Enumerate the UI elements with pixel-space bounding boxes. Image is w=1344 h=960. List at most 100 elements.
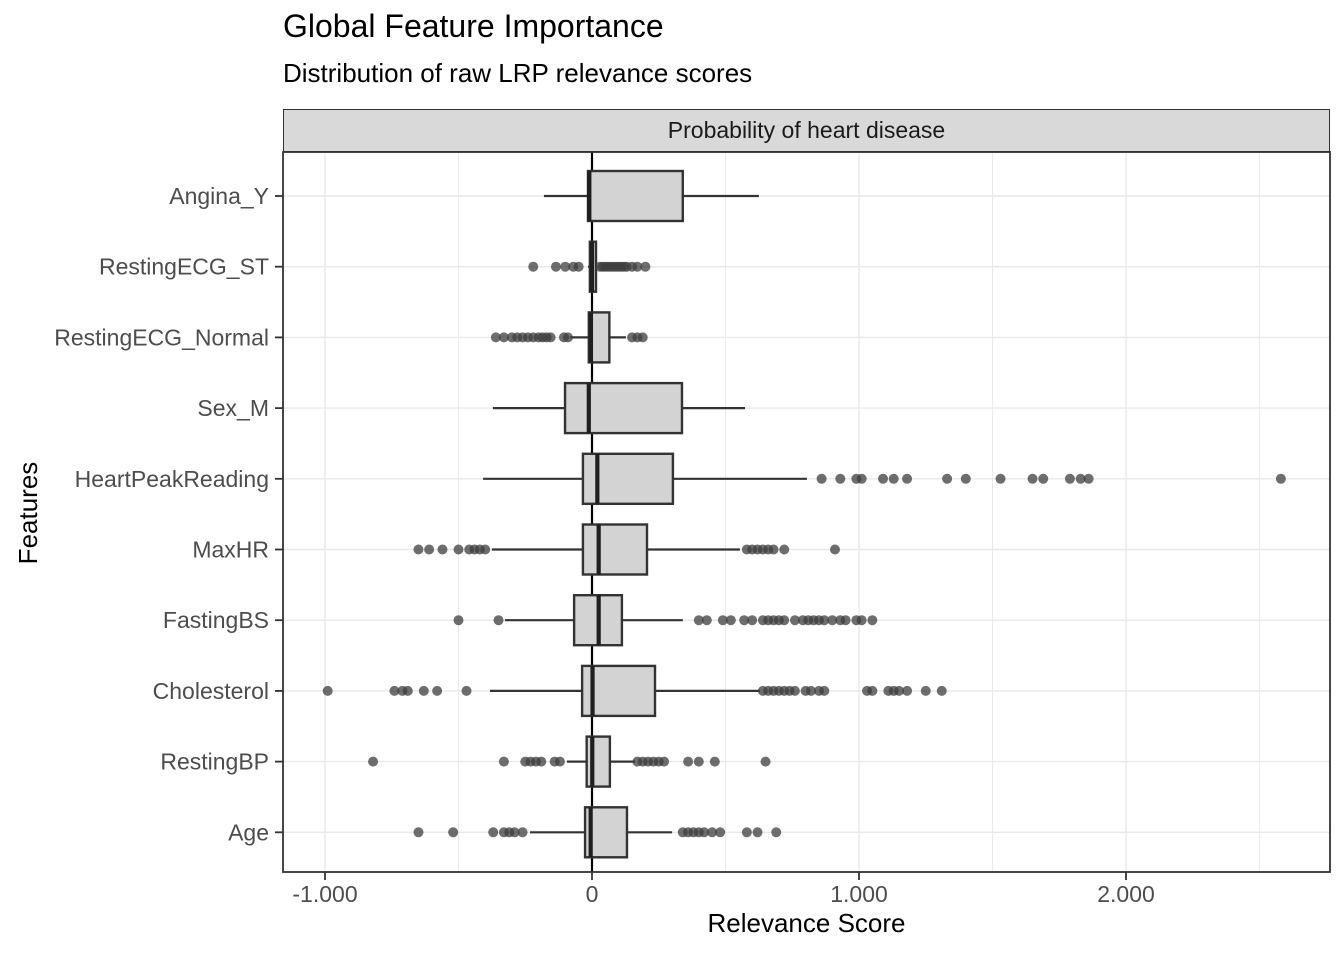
outlier-point bbox=[707, 827, 718, 838]
outlier-point bbox=[437, 544, 448, 555]
outlier-point bbox=[725, 615, 736, 626]
outlier-point bbox=[760, 756, 771, 767]
y-tick-label: Angina_Y bbox=[169, 183, 269, 209]
boxplot-Angina_Y bbox=[543, 169, 759, 223]
outlier-point bbox=[389, 685, 400, 696]
outlier-point bbox=[453, 544, 464, 555]
iqr-box bbox=[587, 311, 611, 364]
outlier-point bbox=[545, 332, 556, 343]
outlier-point bbox=[550, 261, 561, 272]
outlier-point bbox=[827, 615, 838, 626]
outlier-point bbox=[805, 685, 816, 696]
boxplot-FastingBS bbox=[453, 594, 878, 647]
outlier-point bbox=[509, 827, 520, 838]
boxplot-MaxHR bbox=[413, 523, 840, 576]
outlier-point bbox=[1027, 473, 1038, 484]
outlier-point bbox=[894, 685, 905, 696]
y-tick-label: Sex_M bbox=[197, 395, 269, 421]
outlier-point bbox=[640, 261, 651, 272]
outlier-point bbox=[819, 685, 830, 696]
outlier-point bbox=[878, 473, 889, 484]
outlier-point bbox=[768, 544, 779, 555]
outlier-point bbox=[888, 473, 899, 484]
boxplot-RestingECG_Normal bbox=[490, 311, 648, 364]
boxplot-RestingBP bbox=[368, 735, 771, 788]
outlier-point bbox=[920, 685, 931, 696]
outlier-point bbox=[829, 544, 840, 555]
outlier-point bbox=[789, 615, 800, 626]
outlier-point bbox=[461, 685, 472, 696]
outlier-point bbox=[739, 615, 750, 626]
outlier-point bbox=[637, 332, 648, 343]
outlier-point bbox=[960, 473, 971, 484]
outlier-point bbox=[752, 827, 763, 838]
outlier-point bbox=[424, 544, 435, 555]
outlier-point bbox=[709, 756, 720, 767]
y-tick-label: RestingECG_ST bbox=[99, 254, 269, 280]
outlier-point bbox=[488, 827, 499, 838]
outlier-point bbox=[498, 332, 509, 343]
outlier-point bbox=[368, 756, 379, 767]
outlier-point bbox=[902, 473, 913, 484]
outlier-point bbox=[717, 615, 728, 626]
outlier-point bbox=[413, 544, 424, 555]
chart-subtitle: Distribution of raw LRP relevance scores bbox=[283, 58, 753, 88]
outlier-point bbox=[1064, 473, 1075, 484]
outlier-point bbox=[413, 827, 424, 838]
y-tick-label: Cholesterol bbox=[153, 678, 269, 704]
outlier-point bbox=[322, 685, 333, 696]
outlier-point bbox=[715, 827, 726, 838]
outlier-point bbox=[747, 615, 758, 626]
x-axis-title: Relevance Score bbox=[707, 908, 906, 938]
y-tick-label: FastingBS bbox=[163, 607, 269, 633]
y-axis-title: Features bbox=[13, 461, 43, 565]
outlier-point bbox=[902, 685, 913, 696]
outlier-point bbox=[819, 615, 830, 626]
outlier-point bbox=[490, 332, 501, 343]
x-tick-label: 1.000 bbox=[830, 881, 888, 907]
outlier-point bbox=[779, 544, 790, 555]
iqr-box bbox=[563, 381, 684, 435]
outlier-point bbox=[453, 615, 464, 626]
outlier-point bbox=[683, 756, 694, 767]
outlier-point bbox=[1275, 473, 1286, 484]
outlier-point bbox=[779, 615, 790, 626]
outlier-point bbox=[936, 685, 947, 696]
facet-strip-label: Probability of heart disease bbox=[667, 117, 946, 143]
outlier-point bbox=[693, 756, 704, 767]
x-tick-label: 2.000 bbox=[1097, 881, 1155, 907]
outlier-point bbox=[867, 685, 878, 696]
outlier-point bbox=[659, 756, 670, 767]
iqr-box bbox=[586, 169, 684, 223]
outlier-point bbox=[995, 473, 1006, 484]
iqr-box bbox=[581, 523, 649, 576]
outlier-point bbox=[816, 473, 827, 484]
outlier-point bbox=[1083, 473, 1094, 484]
outlier-point bbox=[1075, 473, 1086, 484]
outlier-point bbox=[432, 685, 443, 696]
boxplot-Age bbox=[413, 806, 782, 859]
outlier-point bbox=[856, 615, 867, 626]
x-tick-label: -1.000 bbox=[292, 881, 357, 907]
outlier-point bbox=[528, 261, 539, 272]
boxplot-Cholesterol bbox=[322, 664, 947, 718]
outlier-point bbox=[942, 473, 953, 484]
panel-background bbox=[283, 152, 1330, 872]
outlier-point bbox=[693, 615, 704, 626]
outlier-point bbox=[1038, 473, 1049, 484]
outlier-point bbox=[573, 261, 584, 272]
outlier-point bbox=[632, 261, 643, 272]
outlier-point bbox=[856, 473, 867, 484]
outlier-point bbox=[562, 332, 573, 343]
iqr-box bbox=[585, 735, 612, 788]
boxplot-RestingECG_ST bbox=[528, 240, 651, 293]
y-tick-label: RestingBP bbox=[160, 749, 269, 775]
panel-border bbox=[282, 151, 1331, 873]
outlier-point bbox=[699, 827, 710, 838]
outlier-point bbox=[867, 615, 878, 626]
outlier-point bbox=[448, 827, 459, 838]
outlier-point bbox=[493, 615, 504, 626]
x-tick-label: 0 bbox=[586, 881, 599, 907]
